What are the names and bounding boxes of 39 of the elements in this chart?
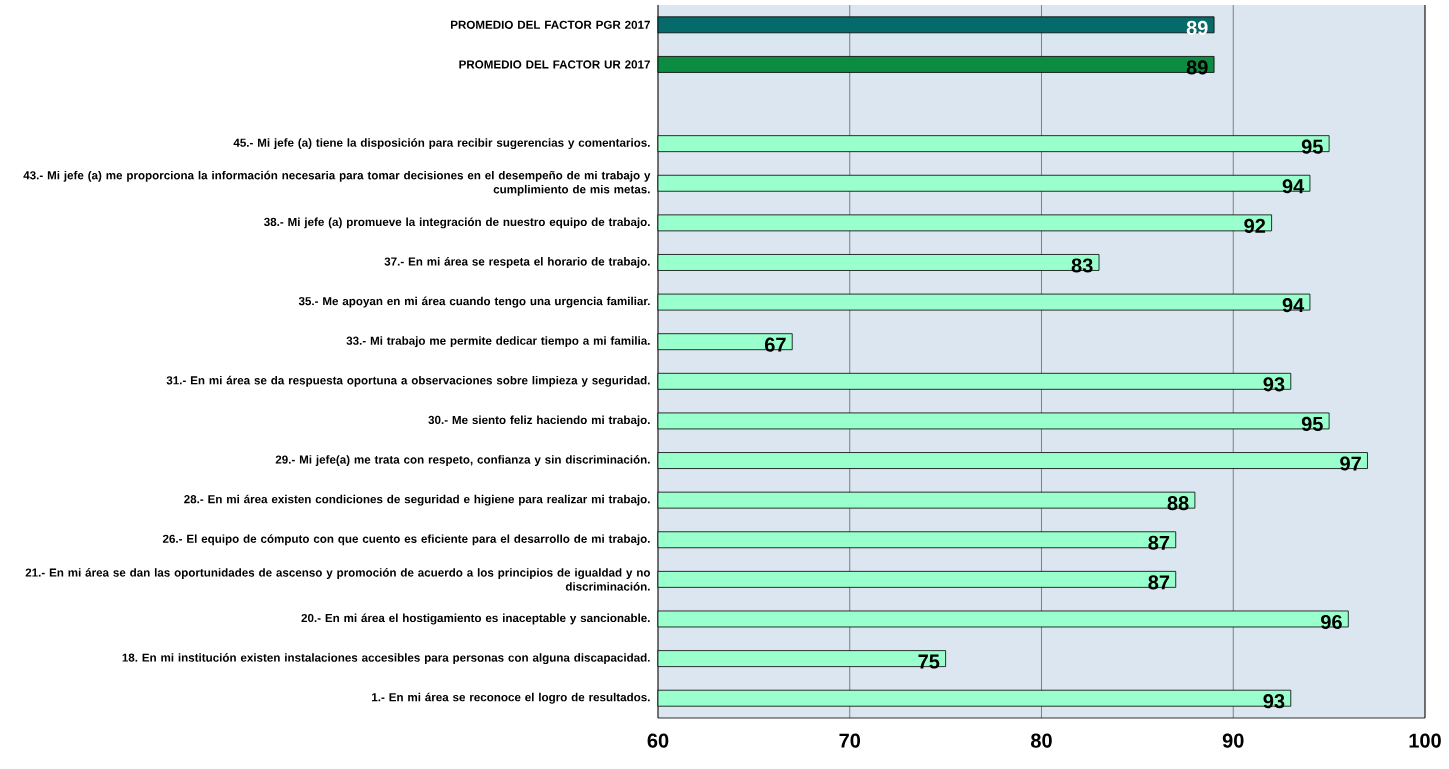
y-tick-label: 18. En mi institución existen instalaciones accesibles para personas con alguna discapacidad. [122, 653, 650, 665]
y-tick-label: 26.- El equipo de cómputo con que cuento es eficiente para el desarrollo de mi trabajo. [162, 534, 650, 546]
y-tick-label: 35.- Me apoyan en mi área cuando tengo una urgencia familiar. [298, 296, 650, 308]
data-label: 96 [1321, 614, 1342, 630]
y-tick-label: 38.- Mi jefe (a) promueve la integración de nuestro equipo de trabajo. [264, 217, 650, 229]
y-tick-label: PROMEDIO DEL FACTOR UR 2017 [459, 60, 650, 69]
data-label: 93 [1263, 377, 1285, 392]
data-label: 92 [1244, 218, 1266, 233]
data-label: 87 [1148, 535, 1170, 550]
data-label: 94 [1282, 298, 1305, 313]
y-tick-label: 21.- En mi área se dan las oportunidades de ascenso y promoción de acuerdo a los principios de igualdad y no discriminación. [25, 568, 651, 591]
data-label: 88 [1167, 496, 1189, 511]
data-label: 75 [918, 654, 940, 669]
y-tick-label: 28.- En mi área existen condiciones de seguridad e higiene para realizar mi trabajo. [184, 494, 650, 506]
x-tick-label: 100 [1409, 733, 1441, 748]
data-label: 97 [1340, 456, 1361, 471]
data-label: 89 [1186, 20, 1208, 35]
y-tick-label: 20.- En mi área el hostigamiento es inaceptable y sancionable. [301, 613, 650, 625]
y-tick-label: 37.- En mi área se respeta el horario de trabajo. [384, 257, 650, 268]
data-label: 95 [1301, 416, 1323, 432]
y-tick-label: 43.- Mi jefe (a) me proporciona la información necesaria para tomar decisiones en el desempeño de mi trabajo y cumplimiento de mis metas. [23, 170, 651, 196]
x-tick-label: 90 [1222, 733, 1244, 748]
data-label: 89 [1186, 60, 1208, 75]
y-tick-label: 33.- Mi trabajo me permite dedicar tiempo a mi familia. [346, 336, 650, 348]
data-label: 87 [1148, 575, 1170, 590]
x-tick-label: 80 [1031, 733, 1052, 748]
data-label: 94 [1282, 179, 1305, 194]
data-label: 83 [1071, 258, 1093, 273]
y-tick-label: 45.- Mi jefe (a) tiene la disposición para recibir sugerencias y comentarios. [233, 138, 650, 150]
data-label: 93 [1263, 694, 1285, 709]
y-tick-label: 1.- En mi área se reconoce el logro de resultados. [372, 692, 650, 704]
y-tick-label: 31.- En mi área se da respuesta oportuna a observaciones sobre limpieza y seguridad. [166, 375, 650, 387]
x-tick-label: 60 [647, 733, 669, 748]
x-tick-label: 70 [839, 733, 861, 748]
y-tick-label: PROMEDIO DEL FACTOR PGR 2017 [451, 20, 650, 29]
data-label: 67 [764, 337, 786, 352]
data-label: 95 [1301, 139, 1323, 154]
y-tick-label: 29.- Mi jefe(a) me trata con respeto, confianza y sin discriminación. [275, 455, 650, 466]
y-tick-label: 30.- Me siento feliz haciendo mi trabajo. [428, 415, 650, 427]
